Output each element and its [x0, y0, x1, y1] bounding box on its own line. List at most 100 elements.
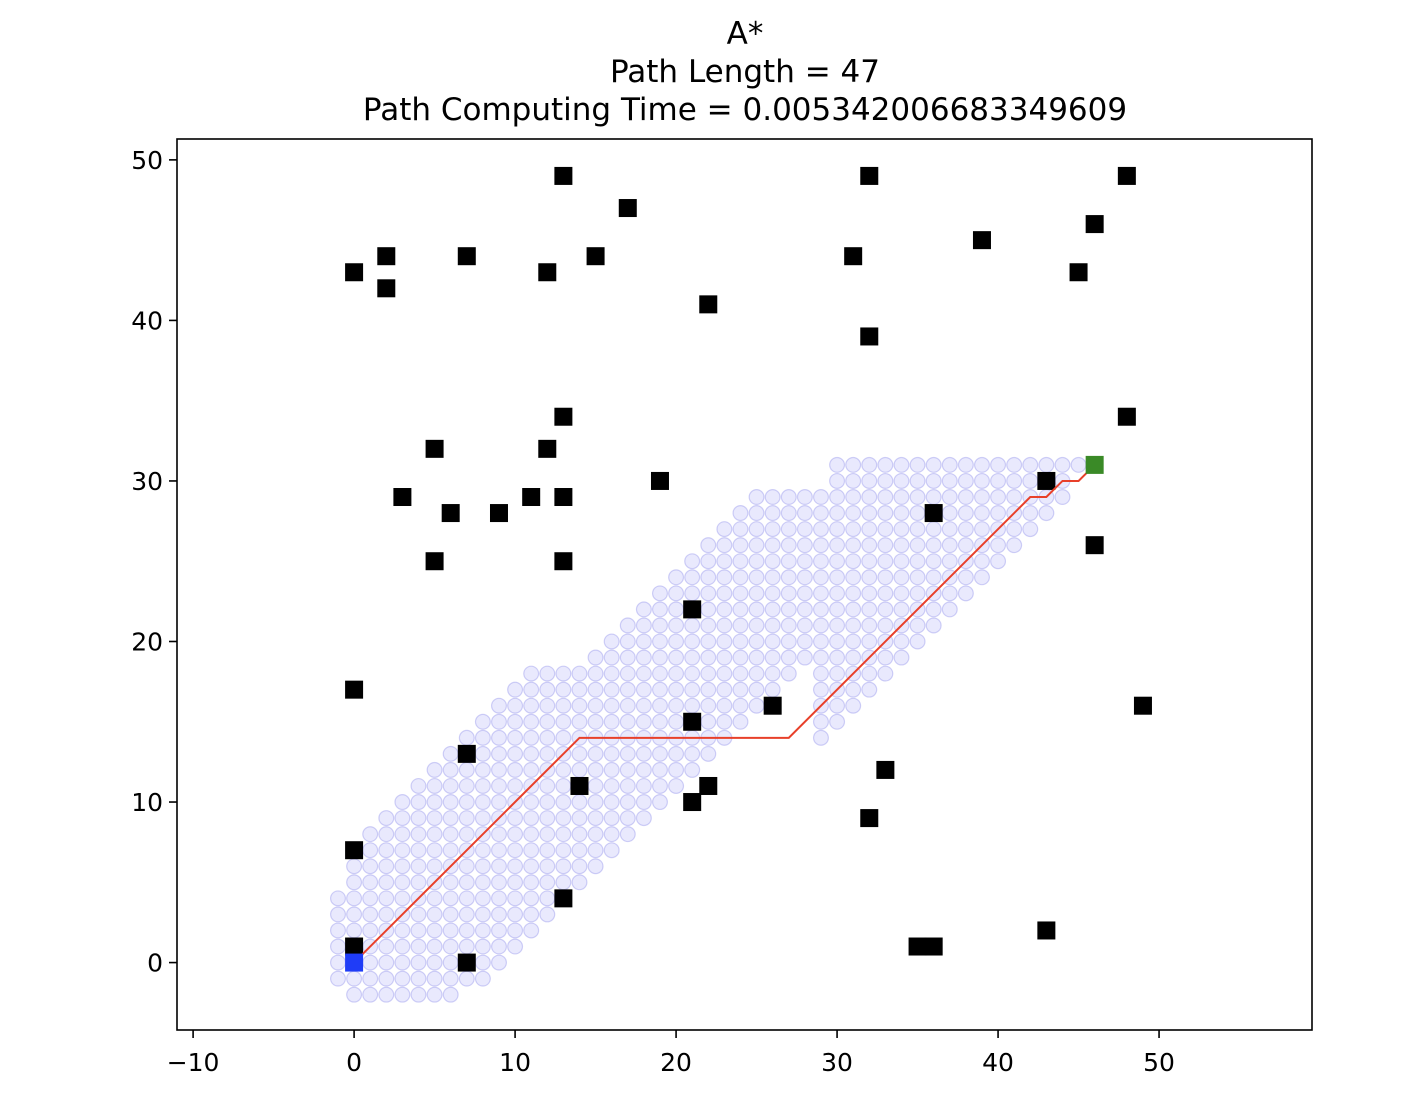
explored-node [748, 649, 765, 666]
explored-node [812, 521, 829, 538]
explored-node [684, 761, 701, 778]
axes-frame [176, 138, 1313, 1031]
explored-node [410, 970, 427, 987]
obstacle-marker [924, 937, 943, 956]
explored-node [603, 681, 620, 698]
explored-node [893, 633, 910, 650]
explored-node [700, 681, 717, 698]
y-tick-label: 20 [131, 627, 163, 656]
explored-node [700, 649, 717, 666]
explored-node [941, 553, 958, 570]
explored-node [764, 569, 781, 586]
explored-node [555, 874, 572, 891]
explored-node [829, 649, 846, 666]
obstacle-marker [554, 552, 573, 571]
explored-node [587, 858, 604, 875]
explored-node [603, 649, 620, 666]
explored-node [394, 858, 411, 875]
explored-node [410, 842, 427, 859]
explored-node [893, 553, 910, 570]
explored-node [426, 826, 443, 843]
explored-node [893, 649, 910, 666]
explored-node [555, 665, 572, 682]
y-tick-label: 40 [131, 306, 163, 335]
explored-node [861, 569, 878, 586]
explored-node [780, 537, 797, 554]
explored-node [587, 665, 604, 682]
explored-node [539, 842, 556, 859]
explored-node [764, 521, 781, 538]
explored-node [812, 649, 829, 666]
obstacle-marker [345, 937, 364, 956]
explored-node [474, 745, 491, 762]
explored-node [426, 777, 443, 794]
explored-node [700, 633, 717, 650]
obstacle-marker [538, 263, 557, 282]
explored-node [973, 488, 990, 506]
explored-node [748, 569, 765, 586]
explored-node [587, 681, 604, 698]
explored-node [426, 922, 443, 939]
obstacle-marker [554, 889, 573, 908]
explored-node [861, 665, 878, 682]
obstacle-marker [972, 231, 991, 250]
explored-node [523, 761, 540, 778]
explored-node [861, 633, 878, 650]
explored-node [587, 649, 604, 666]
explored-node [780, 665, 797, 682]
explored-node [458, 922, 475, 939]
explored-node [458, 938, 475, 955]
chart-subtitle-path-length: Path Length = 47 [609, 54, 880, 90]
explored-node [394, 938, 411, 955]
x-tick-label: 20 [660, 1048, 692, 1077]
explored-node [474, 938, 491, 955]
explored-node [829, 569, 846, 586]
obstacle-marker [1037, 471, 1056, 490]
explored-node [780, 601, 797, 618]
explored-node [812, 665, 829, 682]
explored-node [507, 922, 524, 939]
explored-node [394, 826, 411, 843]
explored-node [346, 986, 363, 1003]
explored-node [716, 713, 733, 730]
explored-node [925, 521, 942, 538]
explored-node [619, 761, 636, 778]
explored-node [909, 537, 926, 554]
explored-node [507, 938, 524, 955]
explored-node [587, 842, 604, 859]
explored-node [941, 537, 958, 554]
explored-node [426, 906, 443, 923]
explored-node [957, 472, 974, 489]
explored-node [603, 713, 620, 730]
explored-node [957, 569, 974, 586]
explored-node [507, 858, 524, 875]
x-tick-label: 0 [346, 1048, 362, 1077]
explored-node [571, 826, 588, 843]
explored-node [957, 456, 974, 473]
explored-node [603, 665, 620, 682]
explored-node [748, 665, 765, 682]
explored-node [507, 681, 524, 698]
explored-node [1006, 488, 1023, 506]
explored-node [796, 585, 813, 602]
explored-node [490, 826, 507, 843]
explored-node [668, 649, 685, 666]
explored-node [845, 456, 862, 473]
explored-node [635, 665, 652, 682]
explored-node [603, 761, 620, 778]
y-tick-label: 50 [131, 146, 163, 175]
explored-node [571, 665, 588, 682]
explored-node [490, 729, 507, 746]
explored-node [716, 697, 733, 714]
explored-node [845, 488, 862, 506]
explored-node [716, 585, 733, 602]
obstacle-marker [345, 841, 364, 860]
explored-node [829, 665, 846, 682]
explored-node [651, 601, 668, 618]
explored-node [651, 745, 668, 762]
explored-node [748, 553, 765, 570]
explored-node [555, 826, 572, 843]
explored-node [523, 729, 540, 746]
explored-node [490, 922, 507, 939]
explored-node [458, 777, 475, 794]
